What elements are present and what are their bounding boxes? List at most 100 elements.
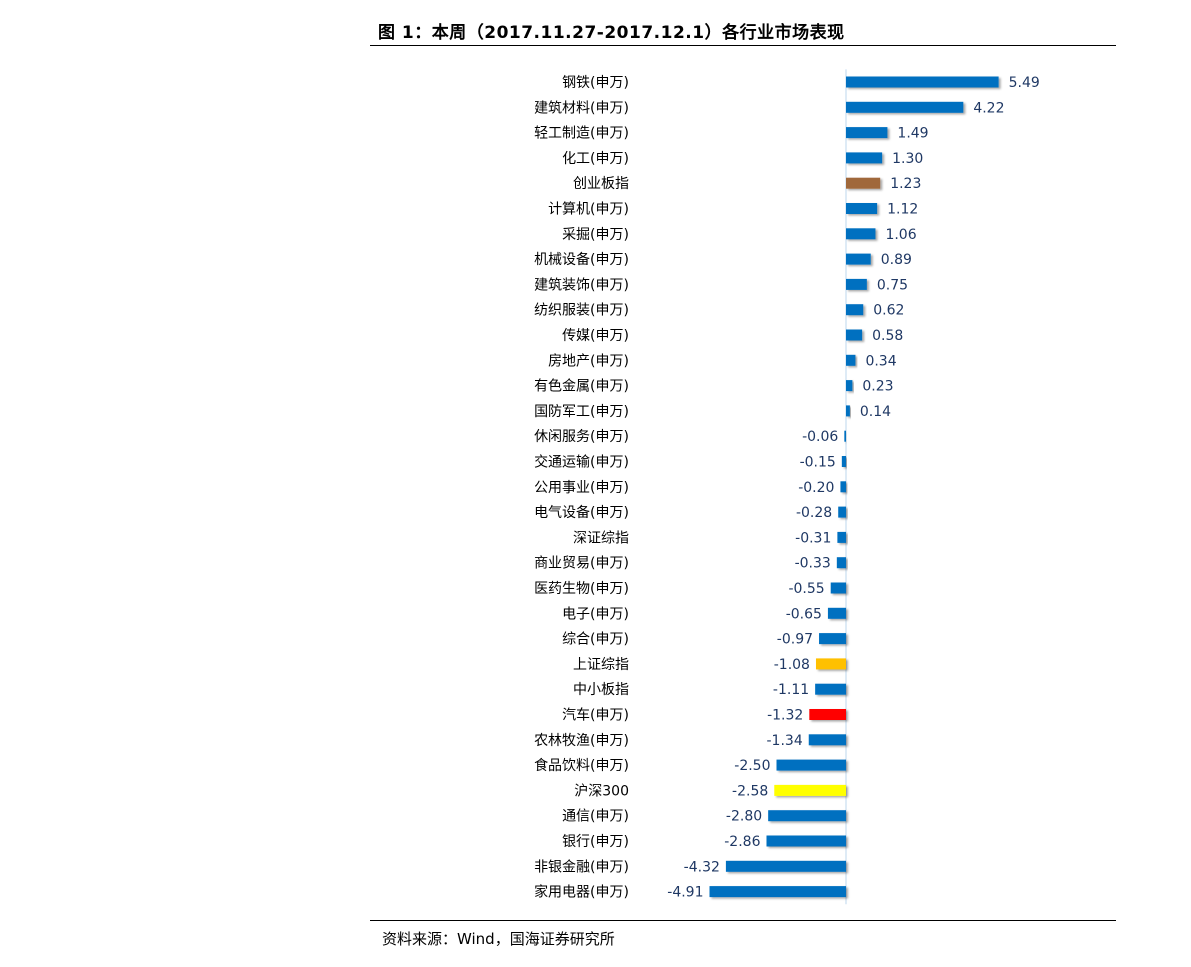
category-label: 食品饮料(申万) [534, 757, 629, 774]
bar [846, 354, 856, 366]
value-label: -1.34 [767, 733, 803, 749]
value-label: 0.58 [872, 328, 903, 344]
category-label: 电气设备(申万) [534, 504, 629, 521]
bar [766, 835, 846, 847]
bar [844, 430, 846, 442]
figure-title: 图 1：本周（2017.11.27-2017.12.1）各行业市场表现 [378, 23, 845, 43]
value-label: -2.50 [734, 758, 770, 774]
bar [846, 380, 853, 392]
bar [846, 177, 881, 189]
category-label: 建筑装饰(申万) [534, 277, 629, 293]
value-label: 1.30 [892, 151, 923, 167]
category-label: 电子(申万) [562, 606, 629, 622]
category-label: 建筑材料(申万) [534, 100, 629, 116]
value-label: -0.06 [802, 429, 838, 445]
value-label: -0.33 [795, 556, 831, 572]
value-label: -0.97 [777, 632, 813, 648]
category-label: 商业贸易(申万) [534, 556, 629, 572]
category-label: 有色金属(申万) [534, 378, 629, 395]
bar [709, 886, 846, 898]
category-label: 综合(申万) [562, 632, 629, 648]
value-label: 0.75 [877, 277, 908, 293]
bar [808, 734, 846, 746]
category-label: 采掘(申万) [562, 227, 629, 243]
category-label: 汽车(申万) [562, 707, 629, 724]
bar [830, 582, 846, 594]
bar [846, 304, 864, 316]
value-label: 0.89 [881, 252, 912, 268]
bar [827, 607, 846, 619]
category-label: 机械设备(申万) [534, 251, 629, 268]
value-label: -0.31 [795, 530, 831, 546]
value-label: 1.12 [887, 202, 918, 218]
bar [836, 557, 846, 569]
bar [846, 278, 867, 290]
value-label: 0.23 [862, 379, 893, 395]
value-label: -2.80 [726, 809, 762, 825]
value-label: 1.23 [890, 176, 921, 192]
category-label: 计算机(申万) [548, 202, 629, 218]
category-label: 深证综指 [573, 530, 629, 546]
value-label: 1.49 [897, 126, 928, 142]
bar [815, 658, 846, 670]
value-label: -4.32 [684, 859, 720, 875]
category-label: 钢铁(申万) [562, 75, 629, 91]
category-label: 创业板指 [573, 176, 629, 192]
value-label: -0.20 [798, 480, 834, 496]
bar [725, 860, 846, 872]
value-label: -1.08 [774, 657, 810, 673]
bar [837, 531, 846, 543]
value-label: -0.65 [786, 606, 822, 622]
category-label: 家用电器(申万) [534, 884, 629, 901]
value-label: -4.91 [667, 885, 703, 901]
category-label: 国防军工(申万) [534, 404, 629, 420]
value-label: -0.55 [788, 581, 824, 597]
value-label: 4.22 [973, 100, 1004, 116]
bar [815, 683, 846, 695]
bar [846, 203, 878, 214]
value-label: -1.32 [767, 708, 803, 724]
bar [838, 506, 846, 518]
category-label: 传媒(申万) [562, 328, 629, 344]
value-label: -0.15 [800, 455, 836, 471]
category-label: 医药生物(申万) [534, 581, 629, 597]
bar [846, 253, 871, 265]
category-label: 交通运输(申万) [534, 454, 629, 471]
category-label: 公用事业(申万) [534, 480, 629, 496]
value-label: -2.86 [724, 834, 760, 850]
bar [846, 76, 999, 88]
source-divider [370, 920, 1116, 921]
bar [846, 329, 863, 341]
category-label: 中小板指 [573, 682, 629, 698]
bar [768, 810, 846, 822]
value-label: 1.06 [885, 227, 916, 243]
bar [809, 709, 846, 720]
category-label: 轻工制造(申万) [534, 126, 629, 142]
bar [846, 405, 850, 417]
category-label: 休闲服务(申万) [534, 429, 629, 445]
bar [846, 127, 888, 139]
category-label: 非银金融(申万) [534, 859, 629, 875]
bar [819, 633, 846, 645]
category-label: 农林牧渔(申万) [534, 733, 629, 749]
category-label: 上证综指 [573, 657, 629, 673]
value-label: 0.62 [873, 303, 904, 319]
category-label: 沪深300 [574, 783, 629, 799]
category-label: 纺织服装(申万) [534, 303, 629, 319]
category-label: 通信(申万) [562, 809, 629, 825]
bar [846, 152, 883, 164]
value-label: 5.49 [1009, 75, 1040, 91]
category-label: 银行(申万) [562, 834, 629, 850]
value-label: -1.11 [773, 682, 809, 698]
bar [841, 456, 846, 467]
source-note: 资料来源：Wind，国海证券研究所 [382, 930, 615, 948]
value-label: -2.58 [732, 783, 768, 799]
bar [776, 759, 846, 771]
title-divider [370, 45, 1116, 46]
category-label: 房地产(申万) [548, 353, 629, 369]
value-label: 0.34 [865, 353, 896, 369]
bar [846, 228, 876, 240]
bar [774, 784, 846, 796]
bar [846, 101, 964, 113]
value-label: 0.14 [860, 404, 891, 420]
